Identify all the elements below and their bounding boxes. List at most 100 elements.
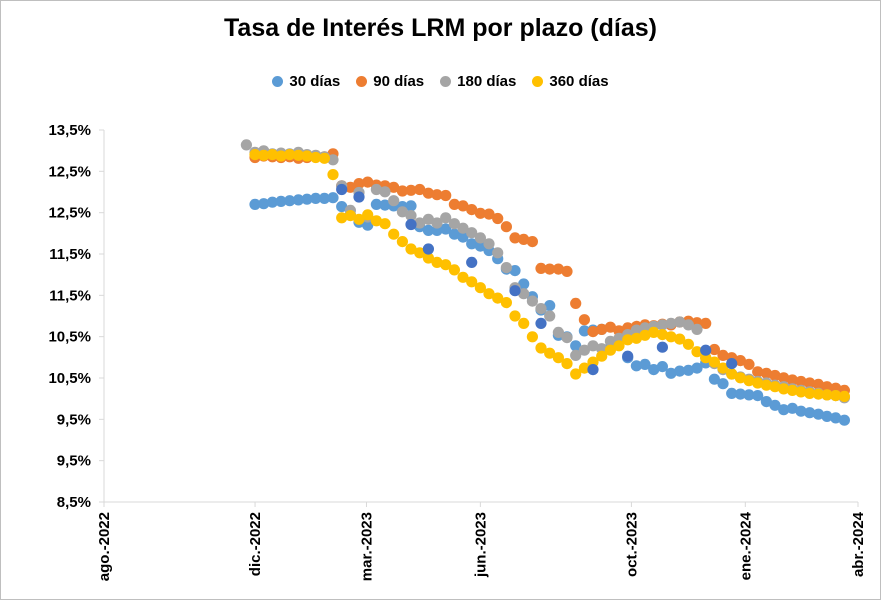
data-point-series-1 [578, 314, 591, 326]
data-point-series-0 [812, 408, 825, 420]
data-point-series-2 [370, 183, 382, 196]
data-point-series-4 [405, 218, 417, 231]
data-point-series-3 [336, 212, 348, 224]
data-point-series-4 [535, 317, 547, 329]
legend-marker-30 [272, 76, 284, 87]
data-point-series-0 [691, 362, 703, 374]
y-tick-label: 11,5% [49, 246, 91, 263]
legend-marker-90 [356, 76, 368, 87]
data-point-series-2 [457, 222, 469, 234]
data-point-series-2 [431, 217, 443, 229]
data-point-series-0 [786, 402, 799, 414]
data-point-series-3 [726, 368, 738, 380]
data-point-series-0 [726, 387, 738, 399]
data-point-series-1 [396, 185, 408, 197]
data-point-series-3 [284, 149, 296, 161]
data-point-series-3 [466, 276, 478, 288]
y-tick-label: 12,5% [48, 205, 91, 222]
legend-label-360: 360 días [549, 73, 609, 90]
data-point-series-3 [249, 149, 261, 161]
legend-marker-360 [532, 76, 544, 87]
data-point-series-3 [500, 297, 512, 309]
legend-label-30: 30 días [289, 73, 341, 90]
data-point-series-1 [587, 326, 599, 338]
y-tick-label: 9,5% [57, 453, 91, 470]
data-point-series-4 [422, 243, 434, 255]
data-point-series-0 [440, 223, 452, 235]
data-point-series-3 [648, 326, 660, 338]
data-point-series-0 [665, 367, 677, 379]
data-point-series-2 [674, 316, 686, 328]
data-point-series-0 [422, 224, 434, 236]
data-point-series-0 [327, 192, 339, 204]
data-point-series-1 [466, 204, 478, 216]
y-tick-label: 8,5% [57, 494, 91, 511]
data-point-series-1 [440, 189, 452, 202]
data-point-series-3 [422, 252, 434, 264]
x-tick-label: ago.-2022 [96, 512, 113, 581]
data-point-series-3 [327, 169, 339, 181]
data-point-series-1 [752, 366, 764, 378]
data-point-series-3 [405, 243, 417, 255]
data-point-series-1 [821, 381, 833, 393]
data-point-series-1 [362, 176, 374, 188]
data-point-series-3 [743, 375, 755, 387]
data-point-series-2 [474, 232, 486, 244]
data-point-series-3 [362, 209, 374, 221]
data-point-series-1 [717, 349, 729, 361]
data-point-series-1 [604, 321, 617, 333]
data-point-series-3 [483, 288, 495, 300]
data-point-series-3 [440, 259, 452, 271]
data-point-series-0 [804, 407, 816, 419]
data-point-series-2 [327, 154, 339, 166]
data-point-series-2 [414, 217, 426, 229]
data-point-series-0 [284, 195, 296, 207]
data-point-series-2 [665, 317, 677, 329]
y-tick-label: 13,5% [48, 122, 91, 139]
data-point-series-1 [570, 297, 582, 309]
data-point-series-4 [353, 191, 365, 203]
data-point-series-0 [518, 278, 530, 290]
data-point-series-3 [786, 384, 799, 396]
data-point-series-0 [310, 192, 322, 204]
data-point-series-3 [370, 215, 382, 227]
data-point-series-2 [544, 310, 556, 322]
data-point-series-0 [717, 378, 729, 390]
x-tick-label: jun.-2023 [472, 512, 489, 578]
data-point-series-2 [518, 288, 530, 300]
data-point-series-0 [769, 399, 781, 411]
data-point-series-3 [613, 340, 625, 352]
data-point-series-3 [778, 383, 790, 395]
x-tick-label: dic.-2022 [247, 512, 264, 576]
data-point-series-2 [552, 326, 565, 338]
data-point-series-1 [483, 208, 495, 220]
data-point-series-1 [743, 358, 755, 370]
data-point-series-3 [639, 329, 651, 341]
data-point-series-2 [492, 247, 504, 259]
legend-label-180: 180 días [457, 73, 517, 90]
data-point-series-2 [422, 213, 434, 225]
data-point-series-3 [734, 372, 747, 384]
data-point-series-0 [405, 200, 417, 212]
data-point-series-3 [509, 310, 521, 322]
data-point-series-3 [258, 149, 270, 161]
data-point-series-4 [656, 341, 669, 353]
data-point-series-3 [769, 381, 781, 393]
data-point-series-0 [370, 198, 382, 210]
legend-item-360: 360 días [532, 73, 609, 90]
data-point-series-0 [544, 300, 556, 312]
data-point-series-1 [544, 263, 556, 275]
data-point-series-3 [275, 150, 287, 162]
data-point-series-3 [804, 387, 816, 399]
data-point-series-1 [708, 343, 721, 356]
data-point-series-0 [318, 192, 330, 204]
legend-item-180: 180 días [440, 73, 516, 90]
data-point-series-2 [561, 332, 573, 344]
data-point-series-0 [509, 265, 521, 277]
data-point-series-2 [240, 139, 252, 151]
data-point-series-0 [448, 228, 460, 240]
data-point-series-3 [535, 342, 547, 354]
data-point-series-3 [795, 386, 807, 398]
data-point-series-3 [656, 329, 669, 341]
data-point-series-2 [691, 323, 703, 335]
